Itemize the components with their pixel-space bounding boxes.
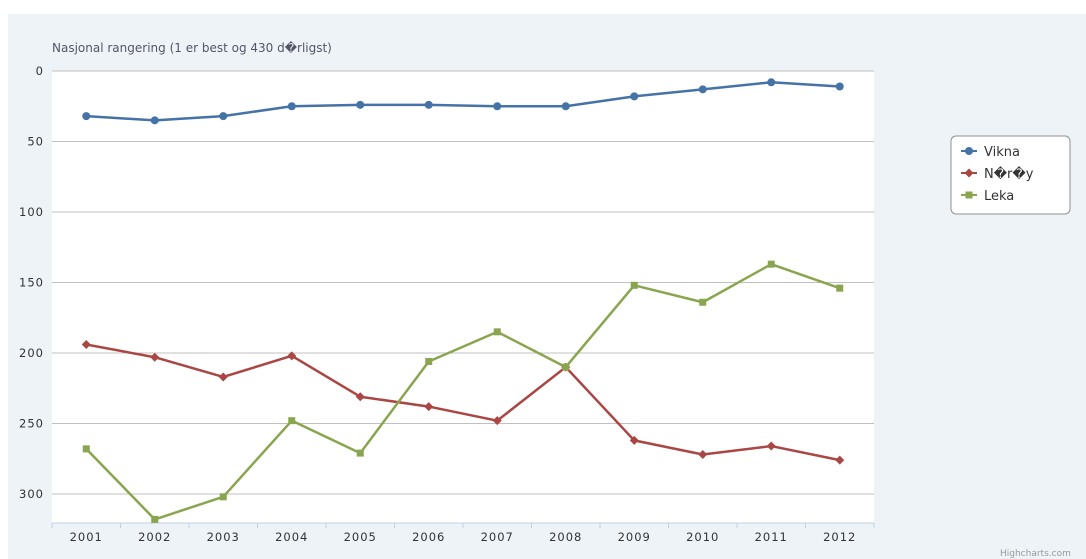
series-0-point[interactable] [835,82,844,91]
series-2-point[interactable] [151,515,159,523]
x-tick-label: 2005 [344,530,377,544]
legend-label: N�r�y [984,165,1034,182]
x-tick-label: 2009 [618,530,651,544]
series-2-point[interactable] [630,281,638,289]
legend-label: Leka [984,189,1014,204]
y-tick-label: 50 [27,135,44,149]
series-2-line[interactable] [85,262,841,521]
series-1-point[interactable] [355,392,365,402]
series-2 [82,260,844,523]
series-1-point[interactable] [424,402,434,412]
series-0-point[interactable] [356,100,365,109]
y-axis-labels: 0 50 100 150 200 250 300 [19,64,44,501]
series-2-point[interactable] [219,493,227,501]
series-1-point[interactable] [766,441,776,451]
legend-label: Vikna [984,145,1020,160]
x-tick-label: 2004 [275,530,308,544]
y-tick-label: 300 [19,487,44,501]
y-tick-label: 100 [19,205,44,219]
series-0-point[interactable] [287,102,296,111]
x-tick-label: 2006 [412,530,445,544]
series-0-point[interactable] [82,112,91,121]
y-tick-label: 0 [36,64,44,78]
x-tick-label: 2012 [823,530,856,544]
legend-symbol-point[interactable] [965,191,973,199]
series-1-point[interactable] [629,435,639,445]
chart-title: Nasjonal rangering (1 er best og 430 d�r… [52,41,332,55]
series-0-point[interactable] [630,92,639,101]
series-group [81,78,845,523]
series-1-point[interactable] [150,352,160,362]
grid-lines [52,70,874,495]
series-2-point[interactable] [288,417,296,425]
series-2-point[interactable] [493,328,501,336]
legend-item[interactable]: N�r�y [961,165,1034,182]
series-2-point[interactable] [82,445,90,453]
series-0-point[interactable] [493,102,502,111]
x-tick-label: 2002 [138,530,171,544]
series-1-point[interactable] [698,450,708,460]
series-0-point[interactable] [424,100,433,109]
credits-link[interactable]: Highcharts.com [1000,549,1071,559]
series-1-line[interactable] [86,343,841,462]
series-1-point[interactable] [835,455,845,465]
series-2-point[interactable] [836,284,844,292]
legend-box [950,135,1071,215]
series-2-point[interactable] [767,260,775,268]
y-tick-label: 200 [19,346,44,360]
series-1 [81,340,845,465]
x-tick-label: 2003 [207,530,240,544]
legend-symbol-point[interactable] [965,147,973,155]
x-tick-label: 2011 [755,530,788,544]
series-0-line[interactable] [86,81,840,122]
series-1-point[interactable] [218,372,228,382]
x-tick-label: 2001 [70,530,103,544]
legend-item[interactable]: Leka [961,189,1014,204]
series-0-point[interactable] [561,102,570,111]
legend-symbol-point[interactable] [964,168,974,178]
series-0-point[interactable] [767,78,776,87]
x-tick-label: 2010 [686,530,719,544]
series-2-point[interactable] [699,298,707,306]
legend-item[interactable]: Vikna [961,145,1020,160]
series-0-point[interactable] [698,85,707,94]
series-1-point[interactable] [287,351,297,361]
x-tick-label: 2007 [481,530,514,544]
legend[interactable]: Vikna N�r�y Leka [950,135,1071,215]
x-axis: 2001 2002 2003 2004 2005 2006 2007 2008 2009 2010… [51,522,875,544]
series-0-point[interactable] [219,112,228,121]
plot-area [52,71,874,523]
x-tick-label: 2008 [549,530,582,544]
series-1-point[interactable] [81,340,91,350]
series-1-point[interactable] [492,416,502,426]
y-tick-label: 150 [19,276,44,290]
series-0-point[interactable] [150,116,159,125]
series-0 [82,78,844,125]
series-2-point[interactable] [562,363,570,371]
y-tick-label: 250 [19,417,44,431]
series-2-point[interactable] [425,357,433,365]
series-2-point[interactable] [356,449,364,457]
